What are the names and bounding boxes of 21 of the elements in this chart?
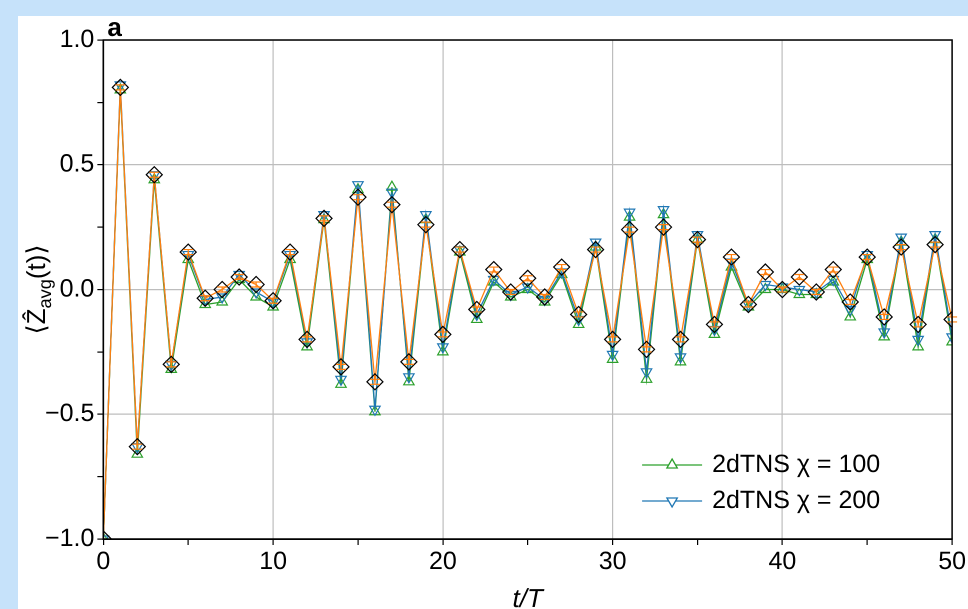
x-tick-label: 40 — [768, 546, 796, 575]
x-axis-title: t/T — [512, 583, 545, 609]
y-tick-label: −0.5 — [44, 399, 94, 428]
y-tick-label: 0.0 — [60, 274, 94, 302]
point — [844, 310, 856, 321]
point — [132, 448, 144, 458]
y-tick-label: 0.5 — [60, 150, 94, 178]
legend-label: 2dTNS χ = 200 — [712, 486, 880, 514]
x-tick-label: 30 — [598, 546, 627, 575]
x-tick-label: 50 — [938, 546, 966, 575]
point — [386, 188, 398, 199]
y-tick-label: 1.0 — [60, 24, 94, 53]
legend-label: 2dTNS χ = 100 — [712, 450, 880, 478]
x-tick-label: 0 — [96, 546, 110, 575]
annotation: a — [107, 12, 122, 42]
x-tick-label: 10 — [259, 546, 288, 575]
x-tick-label: 20 — [428, 546, 457, 575]
y-tick-label: −1.0 — [44, 524, 94, 552]
point — [640, 372, 652, 383]
point — [912, 340, 924, 350]
y-axis-title: ⟨Ẑavg(t)⟩ — [21, 244, 55, 335]
